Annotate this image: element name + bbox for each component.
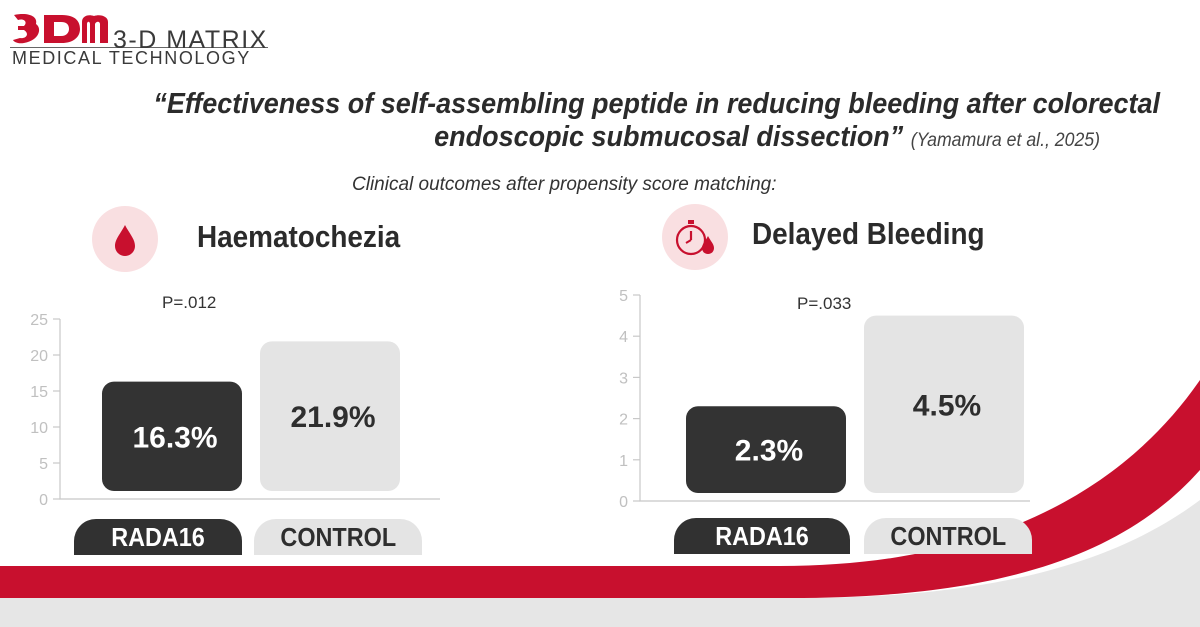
delayed-bleeding-control-tab: CONTROL (864, 518, 1032, 554)
delayed-bleeding-p-value: P=.033 (797, 294, 852, 313)
rada16-bar (686, 406, 846, 493)
stopwatch-blood-drop-icon (675, 220, 714, 256)
y-tick-label: 4 (619, 329, 628, 346)
brand-mark-icon (13, 14, 108, 44)
y-tick-label: 10 (30, 420, 48, 437)
haematochezia-icon-badge (92, 206, 158, 272)
study-title-line1: “Effectiveness of self-assembling peptid… (153, 88, 1161, 120)
blood-drop-icon (115, 225, 135, 256)
rada16-bar (102, 381, 242, 491)
logo-divider (10, 47, 268, 48)
delayed-bleeding-rada16-tab: RADA16 (674, 518, 850, 554)
y-tick-label: 1 (619, 453, 628, 470)
rada16-value-label: 2.3% (735, 435, 803, 468)
delayed-bleeding-title: Delayed Bleeding (752, 216, 985, 251)
haematochezia-title: Haematochezia (197, 219, 401, 254)
study-title-text: endoscopic submucosal dissection” (434, 121, 904, 153)
citation: (Yamamura et al., 2025) (910, 130, 1100, 151)
haematochezia-chart: 0 5 10 15 20 25 16.3% 21.9% (30, 312, 440, 509)
study-title-line2: endoscopic submucosal dissection” (Yamam… (77, 121, 1100, 154)
y-tick-label: 0 (619, 494, 628, 511)
rada16-value-label: 16.3% (132, 421, 217, 454)
control-bar (864, 315, 1024, 493)
y-tick-label: 0 (39, 492, 48, 509)
haematochezia-control-tab: CONTROL (254, 519, 422, 555)
y-tick-label: 15 (30, 384, 48, 401)
delayed-bleeding-chart: 0 1 2 3 4 5 2.3% 4.5% (619, 288, 1030, 511)
haematochezia-rada16-tab: RADA16 (74, 519, 242, 555)
y-tick-label: 25 (30, 312, 48, 329)
subtitle: Clinical outcomes after propensity score… (352, 174, 777, 195)
brand-logo: 3-D MATRIX MEDICAL TECHNOLOGY (10, 12, 272, 70)
control-bar (260, 341, 400, 491)
haematochezia-p-value: P=.012 (162, 293, 217, 312)
brand-name: 3-D MATRIX (113, 26, 268, 54)
y-tick-label: 5 (39, 456, 48, 473)
y-tick-label: 20 (30, 348, 48, 365)
y-tick-label: 5 (619, 288, 628, 305)
control-value-label: 21.9% (290, 401, 375, 434)
control-value-label: 4.5% (913, 389, 981, 422)
y-tick-label: 3 (619, 370, 628, 387)
delayed-bleeding-icon-badge (662, 204, 728, 270)
y-tick-label: 2 (619, 412, 628, 429)
brand-tagline: MEDICAL TECHNOLOGY (12, 48, 251, 68)
